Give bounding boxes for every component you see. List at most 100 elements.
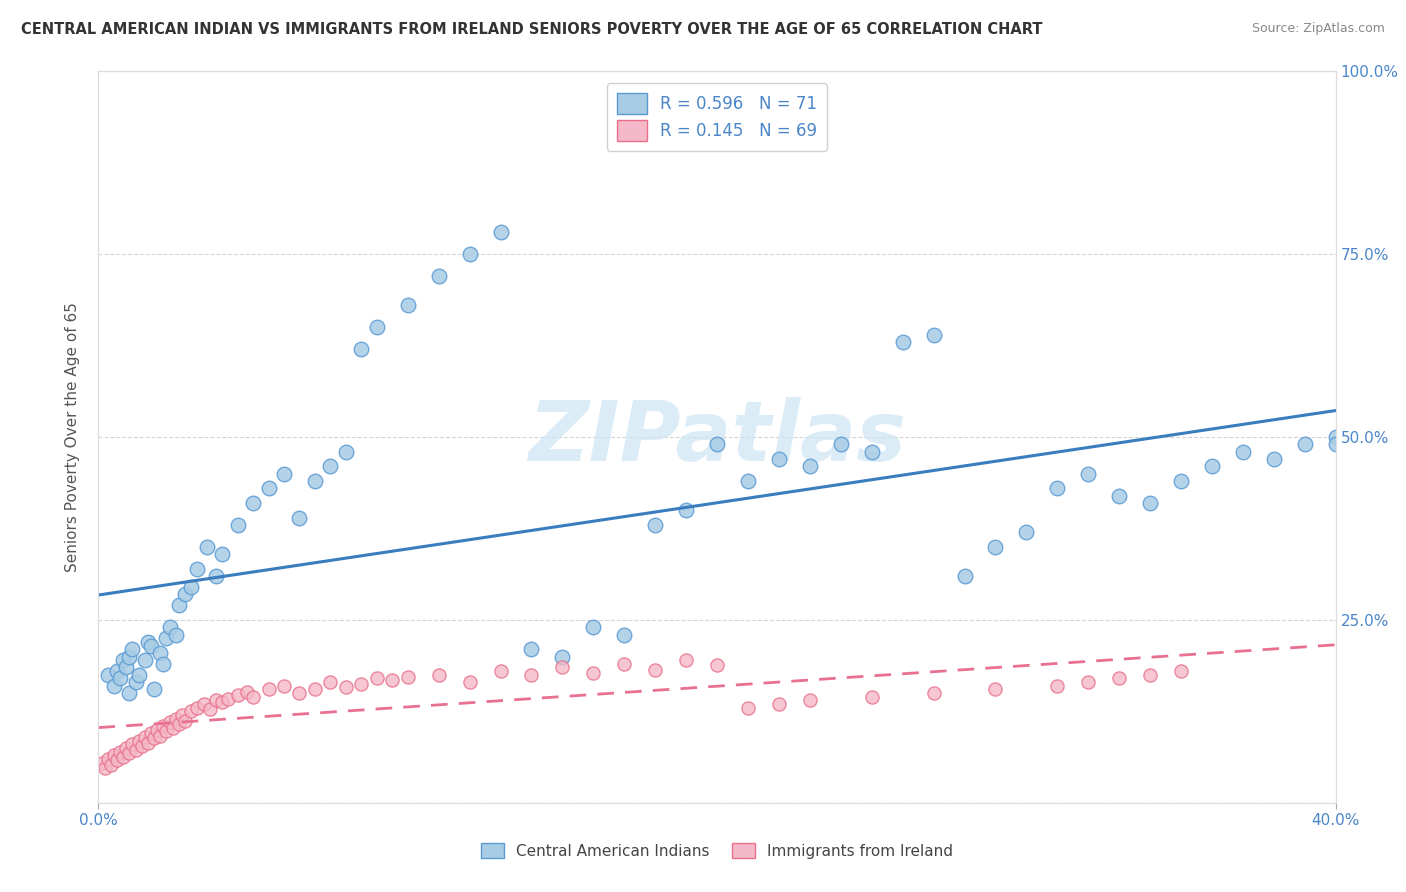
- Point: [186, 700, 208, 714]
- Point: [105, 753, 128, 767]
- Point: [1077, 467, 1099, 481]
- Point: [115, 740, 138, 755]
- Point: [396, 670, 419, 684]
- Point: [768, 452, 790, 467]
- Point: [124, 675, 146, 690]
- Point: [108, 672, 131, 686]
- Text: CENTRAL AMERICAN INDIAN VS IMMIGRANTS FROM IRELAND SENIORS POVERTY OVER THE AGE : CENTRAL AMERICAN INDIAN VS IMMIGRANTS FR…: [21, 22, 1043, 37]
- Point: [105, 664, 128, 678]
- Point: [121, 642, 143, 657]
- Point: [427, 269, 450, 284]
- Point: [706, 658, 728, 673]
- Point: [134, 653, 156, 667]
- Point: [149, 729, 172, 743]
- Point: [128, 667, 150, 681]
- Point: [288, 686, 311, 700]
- Point: [90, 756, 112, 770]
- Point: [143, 731, 166, 746]
- Point: [613, 657, 636, 671]
- Y-axis label: Seniors Poverty Over the Age of 65: Seniors Poverty Over the Age of 65: [65, 302, 80, 572]
- Point: [458, 247, 481, 261]
- Point: [128, 733, 150, 747]
- Point: [152, 719, 174, 733]
- Point: [242, 496, 264, 510]
- Point: [167, 599, 190, 613]
- Point: [193, 697, 215, 711]
- Point: [1232, 444, 1254, 458]
- Point: [319, 459, 342, 474]
- Point: [953, 569, 976, 583]
- Point: [115, 660, 138, 674]
- Point: [180, 580, 202, 594]
- Point: [273, 679, 295, 693]
- Point: [167, 716, 190, 731]
- Point: [103, 679, 125, 693]
- Point: [366, 672, 388, 686]
- Point: [613, 627, 636, 641]
- Point: [1046, 679, 1069, 693]
- Point: [768, 697, 790, 711]
- Point: [118, 686, 141, 700]
- Point: [226, 688, 249, 702]
- Point: [551, 660, 574, 674]
- Point: [335, 680, 357, 694]
- Point: [205, 569, 228, 583]
- Point: [205, 693, 228, 707]
- Point: [737, 474, 759, 488]
- Point: [1077, 675, 1099, 690]
- Point: [891, 334, 914, 349]
- Point: [304, 682, 326, 697]
- Point: [165, 712, 187, 726]
- Point: [860, 444, 883, 458]
- Point: [1294, 437, 1316, 451]
- Point: [112, 653, 135, 667]
- Point: [103, 748, 125, 763]
- Point: [134, 730, 156, 744]
- Point: [381, 673, 404, 687]
- Point: [186, 562, 208, 576]
- Point: [366, 320, 388, 334]
- Point: [1170, 664, 1192, 678]
- Point: [830, 437, 852, 451]
- Point: [139, 639, 162, 653]
- Point: [644, 663, 666, 677]
- Point: [984, 540, 1007, 554]
- Point: [1108, 489, 1130, 503]
- Point: [112, 750, 135, 764]
- Point: [273, 467, 295, 481]
- Point: [489, 664, 512, 678]
- Point: [551, 649, 574, 664]
- Point: [174, 714, 197, 728]
- Text: Source: ZipAtlas.com: Source: ZipAtlas.com: [1251, 22, 1385, 36]
- Point: [155, 724, 177, 739]
- Point: [136, 635, 159, 649]
- Point: [155, 632, 177, 646]
- Point: [304, 474, 326, 488]
- Point: [319, 675, 342, 690]
- Point: [799, 459, 821, 474]
- Point: [139, 726, 162, 740]
- Point: [242, 690, 264, 704]
- Point: [118, 746, 141, 760]
- Point: [582, 620, 605, 634]
- Legend: Central American Indians, Immigrants from Ireland: Central American Indians, Immigrants fro…: [475, 837, 959, 864]
- Point: [799, 693, 821, 707]
- Point: [149, 646, 172, 660]
- Point: [93, 761, 115, 775]
- Point: [124, 743, 146, 757]
- Point: [737, 700, 759, 714]
- Point: [100, 757, 122, 772]
- Point: [146, 723, 169, 737]
- Point: [1170, 474, 1192, 488]
- Point: [211, 695, 233, 709]
- Point: [675, 653, 697, 667]
- Point: [97, 667, 120, 681]
- Point: [257, 682, 280, 697]
- Point: [97, 752, 120, 766]
- Point: [236, 684, 259, 698]
- Point: [170, 708, 193, 723]
- Point: [675, 503, 697, 517]
- Point: [159, 620, 181, 634]
- Point: [489, 225, 512, 239]
- Text: ZIPatlas: ZIPatlas: [529, 397, 905, 477]
